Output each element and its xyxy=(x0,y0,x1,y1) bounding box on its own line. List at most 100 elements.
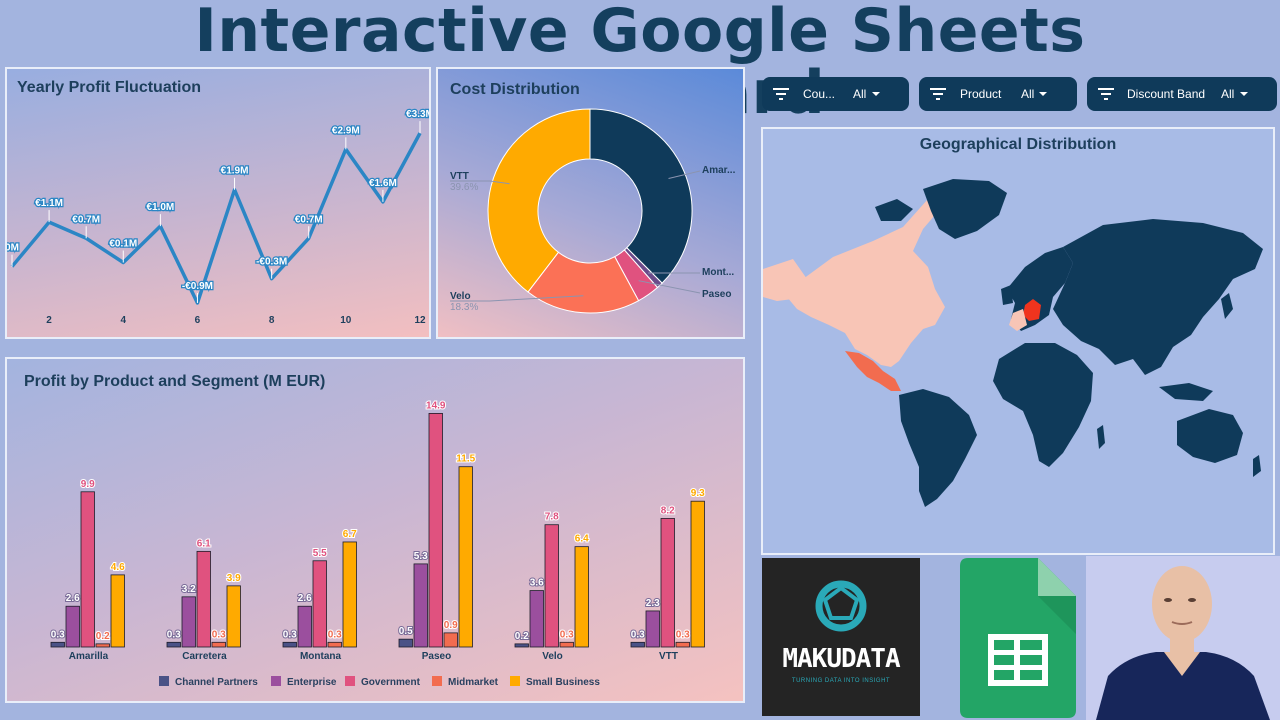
bar-data-label: 6.4 xyxy=(575,534,589,545)
bar xyxy=(443,632,458,648)
category-label: Amarilla xyxy=(69,651,109,662)
filter-country[interactable]: Cou... All xyxy=(762,77,909,111)
bar-data-label: 2.6 xyxy=(298,593,312,604)
legend-swatch xyxy=(159,676,169,686)
bar xyxy=(312,560,327,648)
line-data-label: 0M xyxy=(7,243,19,254)
filter-country-label: Cou... xyxy=(803,87,836,101)
line-data-label: €1.9M xyxy=(221,166,249,177)
map-north-america xyxy=(771,187,945,367)
bar xyxy=(50,641,65,648)
donut-leader-line xyxy=(450,295,584,302)
line-data-label: €1.0M xyxy=(146,202,174,213)
page-title: Interactive Google Sheets Dashboard xyxy=(194,0,1086,124)
x-tick-label: 12 xyxy=(414,315,426,326)
map-mexico xyxy=(845,351,901,391)
bar xyxy=(660,518,675,648)
bar xyxy=(80,491,95,648)
bar xyxy=(110,574,125,648)
bar xyxy=(428,413,443,648)
filter-icon xyxy=(773,88,789,100)
logo-name: MAKUDATA xyxy=(782,644,900,674)
chevron-down-icon xyxy=(1240,92,1248,96)
bar-data-label: 5.3 xyxy=(414,551,428,562)
line-data-label: €1.1M xyxy=(35,198,63,209)
bar-data-label: 0.3 xyxy=(167,629,181,640)
bar xyxy=(398,638,413,648)
bar-data-label: 0.5 xyxy=(399,626,413,637)
bar xyxy=(181,596,196,648)
map-france xyxy=(1009,309,1027,331)
google-sheets-icon xyxy=(960,558,1076,718)
category-label: Montana xyxy=(300,651,342,662)
bar xyxy=(342,541,357,648)
bar-chart: 0.3 2.6 9.9 0.2 4.6 Amarilla 0.3 3.2 6.1 0.3 3.9 Ca… xyxy=(50,399,706,688)
bar xyxy=(297,605,312,648)
legend-label: Channel Partners xyxy=(175,677,258,688)
line-data-label: €0.7M xyxy=(72,214,100,225)
donut-slice-percent: 39.6% xyxy=(450,182,478,193)
bar-data-label: 2.3 xyxy=(646,598,660,609)
map-africa xyxy=(993,343,1093,467)
x-tick-label: 2 xyxy=(46,315,52,326)
legend-swatch xyxy=(271,676,281,686)
chevron-down-icon xyxy=(1039,92,1047,96)
bar-data-label: 0.3 xyxy=(212,629,226,640)
legend-swatch xyxy=(345,676,355,686)
yearly-profit-card: Yearly Profit Fluctuation 0M €1.1M €0.7M €0… xyxy=(5,67,431,339)
bar xyxy=(458,466,473,648)
line-data-label: €0.1M xyxy=(109,239,137,250)
donut-slice xyxy=(589,108,693,284)
category-label: Paseo xyxy=(422,651,451,662)
bar-data-label: 9.9 xyxy=(81,479,95,490)
filter-country-value[interactable]: All xyxy=(853,87,867,101)
legend-label: Midmarket xyxy=(448,677,499,688)
bar xyxy=(196,550,211,648)
bar xyxy=(675,641,690,648)
donut-slice xyxy=(487,108,591,293)
presenter-avatar xyxy=(1086,556,1280,720)
bar-data-label: 7.8 xyxy=(545,512,559,523)
bar-data-label: 6.1 xyxy=(197,538,211,549)
line-data-label: €1.6M xyxy=(369,178,397,189)
bar-data-label: 0.3 xyxy=(283,629,297,640)
bar xyxy=(211,641,226,648)
map-south-america xyxy=(899,389,977,507)
filter-product-value[interactable]: All xyxy=(1021,87,1035,101)
aperture-icon xyxy=(815,580,867,632)
line-data-label: -€0.3M xyxy=(256,257,287,268)
x-tick-label: 6 xyxy=(195,315,201,326)
map-germany xyxy=(1023,299,1041,321)
chevron-down-icon xyxy=(872,92,880,96)
filter-discount-band-value[interactable]: All xyxy=(1221,87,1235,101)
logo-tagline: TURNING DATA INTO INSIGHT xyxy=(791,678,891,684)
bar-data-label: 0.2 xyxy=(96,631,110,642)
map-alaska xyxy=(763,259,807,301)
bar xyxy=(630,641,645,648)
map-title: Geographical Distribution xyxy=(919,136,1117,153)
bar-data-label: 0.3 xyxy=(676,629,690,640)
category-label: Velo xyxy=(542,651,563,662)
map-greenland xyxy=(923,179,1007,239)
filter-icon xyxy=(1098,88,1114,100)
bar xyxy=(65,605,80,648)
donut-slice-label: Mont... xyxy=(702,267,734,278)
filter-discount-band-label: Discount Band xyxy=(1127,87,1206,101)
legend-swatch xyxy=(432,676,442,686)
filter-product[interactable]: Product All xyxy=(919,77,1077,111)
bar xyxy=(645,610,660,648)
donut-slice-label: Velo xyxy=(450,291,471,302)
bar xyxy=(574,546,589,648)
line-chart-title: Yearly Profit Fluctuation xyxy=(17,79,202,96)
bar xyxy=(413,563,428,648)
bar-data-label: 5.5 xyxy=(313,548,327,559)
bar xyxy=(690,500,705,648)
legend-label: Enterprise xyxy=(287,677,337,688)
legend-swatch xyxy=(510,676,520,686)
bar-data-label: 8.2 xyxy=(661,505,675,516)
line-data-label: €3.3M xyxy=(406,109,429,120)
donut-chart-title: Cost Distribution xyxy=(450,81,580,98)
bar-data-label: 0.9 xyxy=(444,620,458,631)
filter-discount-band[interactable]: Discount Band All xyxy=(1087,77,1277,111)
